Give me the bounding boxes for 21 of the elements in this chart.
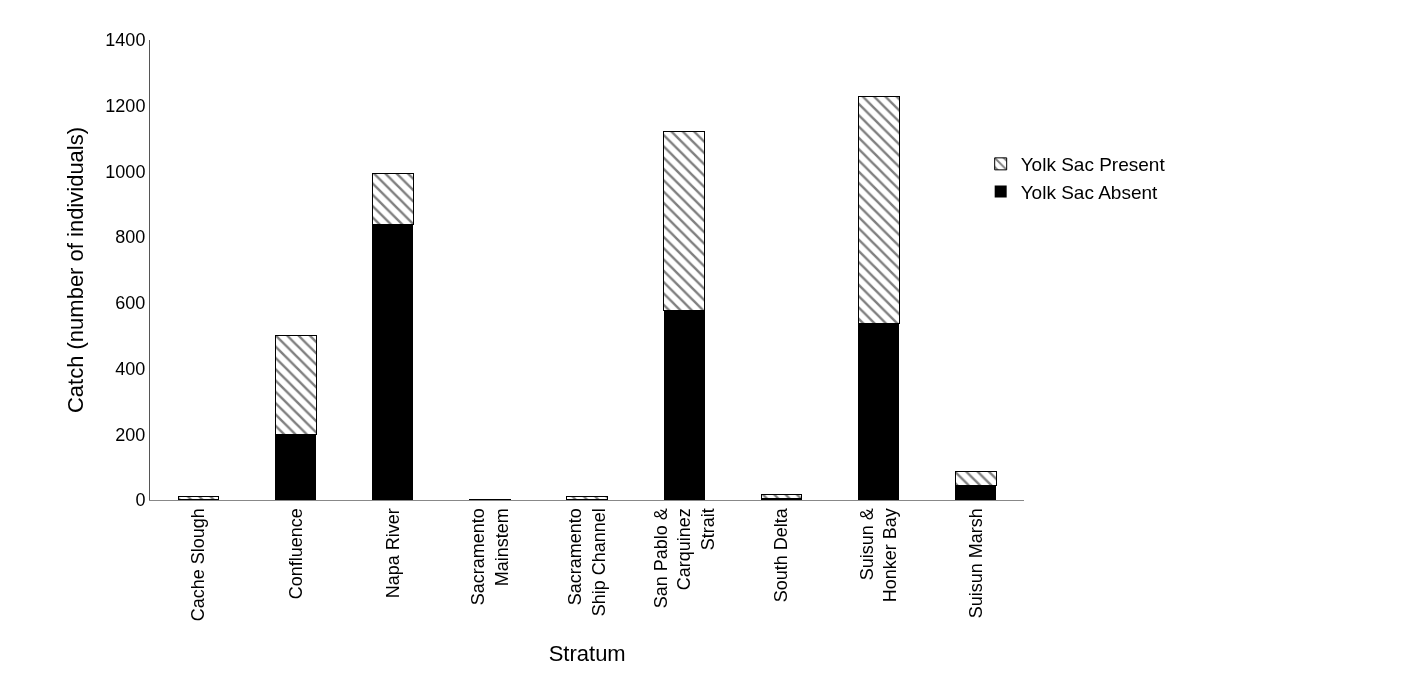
- y-axis-title: Catch (number of individuals): [63, 126, 89, 414]
- legend-label: Yolk Sac Absent: [1020, 181, 1159, 203]
- x-tick-label: Cache Slough: [188, 508, 209, 622]
- y-tick-label: 0: [135, 490, 146, 511]
- x-tick-label: Sacramento Mainstem: [468, 508, 512, 606]
- y-tick-label: 600: [115, 293, 146, 314]
- y-tick-label: 400: [115, 358, 146, 379]
- x-tick-label: Napa River: [382, 508, 403, 599]
- x-tick-label: Suisun Marsh: [965, 508, 986, 619]
- x-tick-label: South Delta: [771, 507, 792, 603]
- x-tick-label: Confluence: [285, 508, 306, 600]
- x-tick-label: San Pablo & Carquinez Strait: [650, 508, 718, 609]
- x-tick-label: Sacramento Ship Channel: [565, 508, 609, 617]
- y-tick-label: 1200: [105, 96, 146, 117]
- text: Yolk Sac Present: [1020, 154, 1166, 176]
- y-tick-label: 200: [115, 424, 146, 445]
- y-tick-label: 1000: [105, 161, 146, 182]
- x-tick-label: Suisun & Honker Bay: [856, 508, 901, 603]
- y-tick-label: 1400: [105, 30, 146, 51]
- x-axis-title: Stratum: [548, 641, 626, 667]
- y-tick-label: 800: [115, 227, 146, 248]
